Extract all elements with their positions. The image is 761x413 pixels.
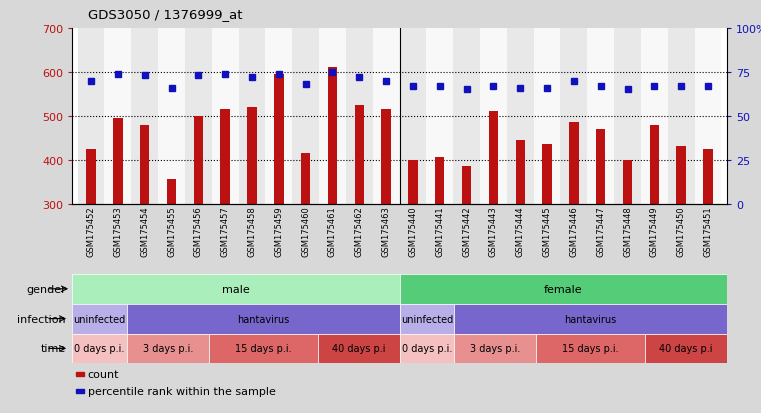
Bar xyxy=(167,180,177,204)
Bar xyxy=(185,29,212,204)
Bar xyxy=(560,29,587,204)
Text: 40 days p.i: 40 days p.i xyxy=(332,344,385,354)
Text: hantavirus: hantavirus xyxy=(565,314,616,324)
Bar xyxy=(641,29,667,204)
Bar xyxy=(140,125,149,204)
Bar xyxy=(381,110,391,204)
Text: time: time xyxy=(40,344,65,354)
Text: percentile rank within the sample: percentile rank within the sample xyxy=(88,386,275,396)
Bar xyxy=(78,29,104,204)
Bar xyxy=(346,29,373,204)
Text: 15 days p.i.: 15 days p.i. xyxy=(235,344,291,354)
Bar xyxy=(426,29,453,204)
Text: uninfected: uninfected xyxy=(74,314,126,324)
Text: 15 days p.i.: 15 days p.i. xyxy=(562,344,619,354)
Bar xyxy=(239,29,266,204)
Bar xyxy=(408,160,418,204)
Bar xyxy=(596,130,606,204)
Bar xyxy=(569,123,578,204)
Bar xyxy=(72,274,400,304)
Bar xyxy=(193,116,203,204)
Bar xyxy=(113,119,123,204)
Bar xyxy=(622,160,632,204)
Text: infection: infection xyxy=(18,314,65,324)
Bar xyxy=(221,110,230,204)
Bar xyxy=(614,29,641,204)
Bar xyxy=(72,304,127,334)
Bar xyxy=(127,334,209,363)
Bar xyxy=(695,29,721,204)
Bar xyxy=(292,29,319,204)
Bar xyxy=(158,29,185,204)
Bar xyxy=(400,304,454,334)
Bar xyxy=(489,112,498,204)
Text: 3 days p.i.: 3 days p.i. xyxy=(470,344,521,354)
Bar xyxy=(587,29,614,204)
Bar xyxy=(543,145,552,204)
Bar xyxy=(209,334,318,363)
Bar xyxy=(328,68,337,204)
Bar xyxy=(454,334,536,363)
Bar xyxy=(677,147,686,204)
Text: male: male xyxy=(222,284,250,294)
Bar xyxy=(301,154,310,204)
Text: 0 days p.i.: 0 days p.i. xyxy=(75,344,125,354)
Bar xyxy=(435,158,444,204)
Text: 3 days p.i.: 3 days p.i. xyxy=(142,344,193,354)
Text: count: count xyxy=(88,369,119,379)
Bar xyxy=(373,29,400,204)
Bar xyxy=(453,29,480,204)
Bar xyxy=(533,29,560,204)
Bar xyxy=(536,334,645,363)
Text: female: female xyxy=(544,284,582,294)
Text: 0 days p.i.: 0 days p.i. xyxy=(402,344,452,354)
Bar xyxy=(132,29,158,204)
Bar xyxy=(127,304,400,334)
Bar xyxy=(274,75,284,204)
Bar xyxy=(266,29,292,204)
Bar xyxy=(462,167,471,204)
Text: 40 days p.i: 40 days p.i xyxy=(659,344,712,354)
Bar xyxy=(400,274,727,304)
Bar xyxy=(318,334,400,363)
Bar xyxy=(515,140,525,204)
Bar xyxy=(650,125,659,204)
Bar xyxy=(355,105,364,204)
Bar xyxy=(507,29,533,204)
Bar xyxy=(319,29,346,204)
Bar xyxy=(212,29,239,204)
Bar xyxy=(480,29,507,204)
Text: uninfected: uninfected xyxy=(401,314,453,324)
Bar xyxy=(645,334,727,363)
Bar xyxy=(247,108,256,204)
Bar xyxy=(104,29,132,204)
Bar xyxy=(400,334,454,363)
Bar xyxy=(703,149,712,204)
Bar xyxy=(667,29,695,204)
Text: hantavirus: hantavirus xyxy=(237,314,289,324)
Text: GDS3050 / 1376999_at: GDS3050 / 1376999_at xyxy=(88,8,242,21)
Bar xyxy=(454,304,727,334)
Bar xyxy=(72,334,127,363)
Bar xyxy=(87,149,96,204)
Bar xyxy=(400,29,426,204)
Text: gender: gender xyxy=(26,284,65,294)
